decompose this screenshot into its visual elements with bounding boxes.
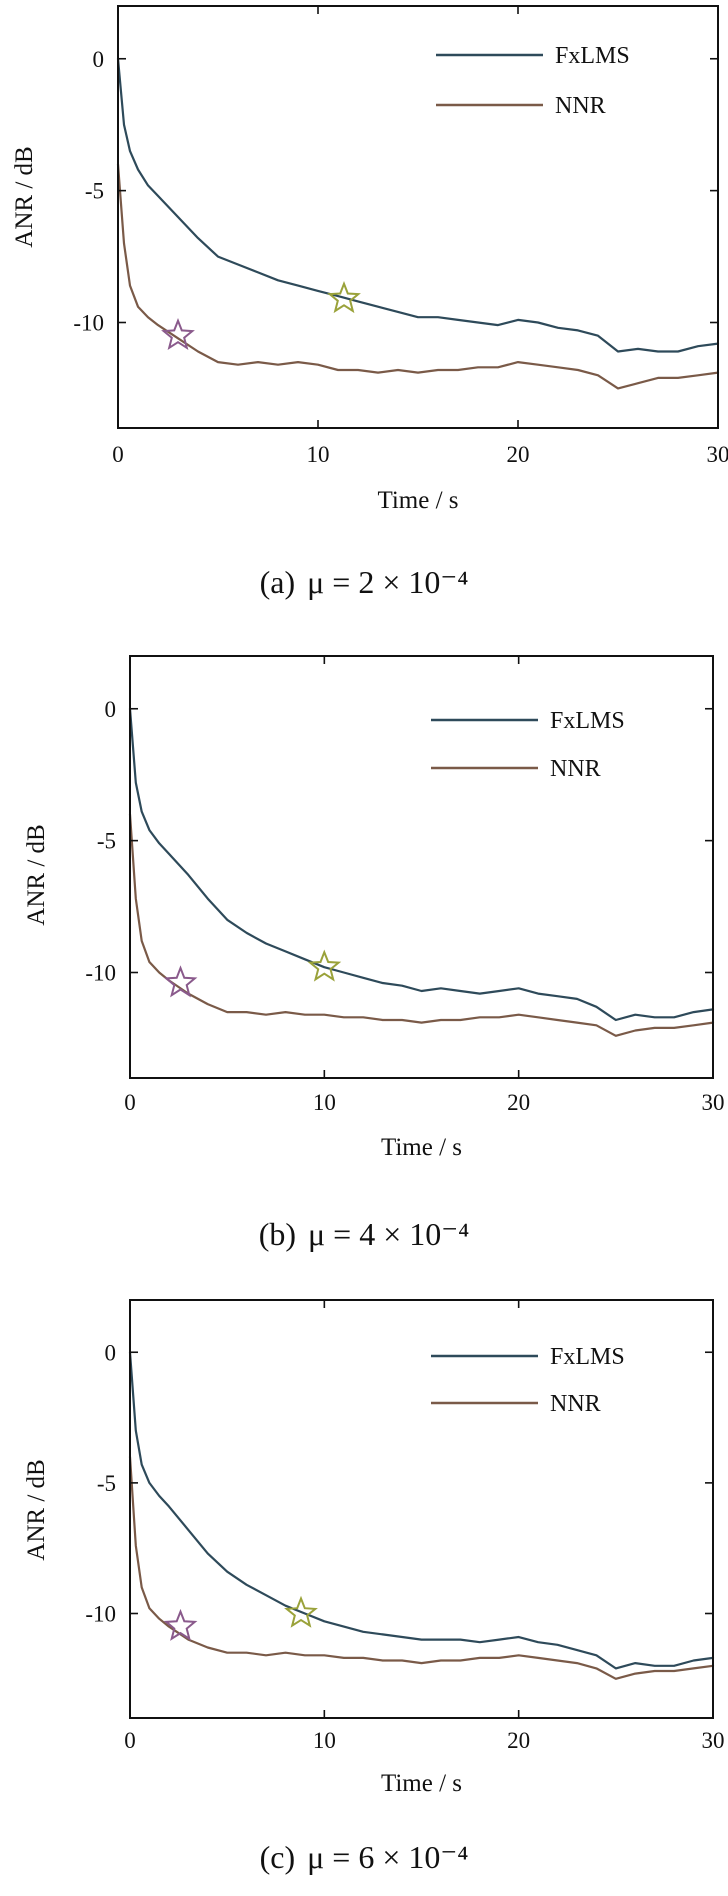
chart-panel-b: 0 10 20 30 0 -5 -10 Time / s ANR / dB FxLMS NNR (b)… [23,655,725,1252]
x-tick-label-0-a: 0 [112,442,124,467]
legend-label-fxlms-a: FxLMS [555,43,630,69]
x-axis-title-a: Time / s [377,487,458,514]
caption-label-b: (b) [259,1216,296,1252]
series-line-nnr-c [128,1455,715,1680]
x-tick-label-0-b: 0 [124,1090,136,1115]
chart-panel-a: 0 10 20 30 0 -5 -10 Time / s ANR / dB FxLMS NNR (a)… [11,5,728,600]
x-tick-label-20-c: 20 [507,1728,530,1753]
x-axis-title-b: Time / s [381,1134,462,1161]
caption-label-c: (c) [260,1839,296,1875]
x-tick-label-30-a: 30 [707,442,728,467]
chart-panel-c: 0 10 20 30 0 -5 -10 Time / s ANR / dB FxLMS NNR (c)… [23,1299,725,1875]
y-tick-label-2-b: -10 [85,961,116,986]
y-tick-label-0-c: 0 [105,1340,117,1365]
plot-frame-a [117,5,719,429]
legend-label-fxlms-c: FxLMS [550,1344,625,1370]
series-line-fxlms-a [116,57,720,353]
x-tick-label-20-a: 20 [507,442,530,467]
legend-label-nnr-b: NNR [550,756,601,782]
series-line-fxlms-c [128,1351,715,1670]
caption-label-a: (a) [260,564,296,600]
star-marker-2-b [307,949,342,982]
x-tick-label-10-a: 10 [307,442,330,467]
y-tick-label-1-b: -5 [97,829,116,854]
star-marker-1-a [161,317,195,351]
plot-frame-b [129,655,714,1079]
plot-frame-c [129,1299,714,1719]
x-tick-label-30-c: 30 [702,1728,725,1753]
y-tick-label-2-c: -10 [85,1602,116,1627]
y-tick-label-0-b: 0 [105,697,117,722]
series-line-nnr-b [128,813,715,1037]
x-tick-label-10-b: 10 [313,1090,336,1115]
series-line-fxlms-b [128,707,715,1022]
x-tick-label-20-b: 20 [507,1090,530,1115]
caption-a: (a) μ = 2 × 10⁻⁴ [260,564,469,600]
caption-step-size-a: μ = 2 × 10⁻⁴ [307,564,468,600]
y-axis-title-a: ANR / dB [11,146,38,247]
star-marker-2-a [327,281,361,314]
y-axis-title-b: ANR / dB [23,824,50,925]
x-axis-title-c: Time / s [381,1770,462,1797]
y-tick-label-0-a: 0 [93,47,105,72]
star-marker-1-b [163,965,198,998]
caption-b: (b) μ = 4 × 10⁻⁴ [259,1216,470,1252]
y-tick-label-1-a: -5 [85,179,104,204]
series-line-nnr-a [116,163,720,390]
x-tick-label-10-c: 10 [313,1728,336,1753]
caption-step-size-b: μ = 4 × 10⁻⁴ [308,1216,469,1252]
star-marker-2-c [284,1595,318,1628]
legend-label-nnr-c: NNR [550,1391,601,1417]
y-tick-label-2-a: -10 [73,311,104,336]
y-axis-title-c: ANR / dB [23,1459,50,1560]
x-tick-label-0-c: 0 [124,1728,136,1753]
caption-step-size-c: μ = 6 × 10⁻⁴ [307,1839,468,1875]
x-tick-label-30-b: 30 [702,1090,725,1115]
caption-c: (c) μ = 6 × 10⁻⁴ [260,1839,469,1875]
legend-label-fxlms-b: FxLMS [550,708,625,734]
y-tick-label-1-c: -5 [97,1471,116,1496]
legend-label-nnr-a: NNR [555,93,606,119]
star-marker-1-c [163,1608,198,1641]
